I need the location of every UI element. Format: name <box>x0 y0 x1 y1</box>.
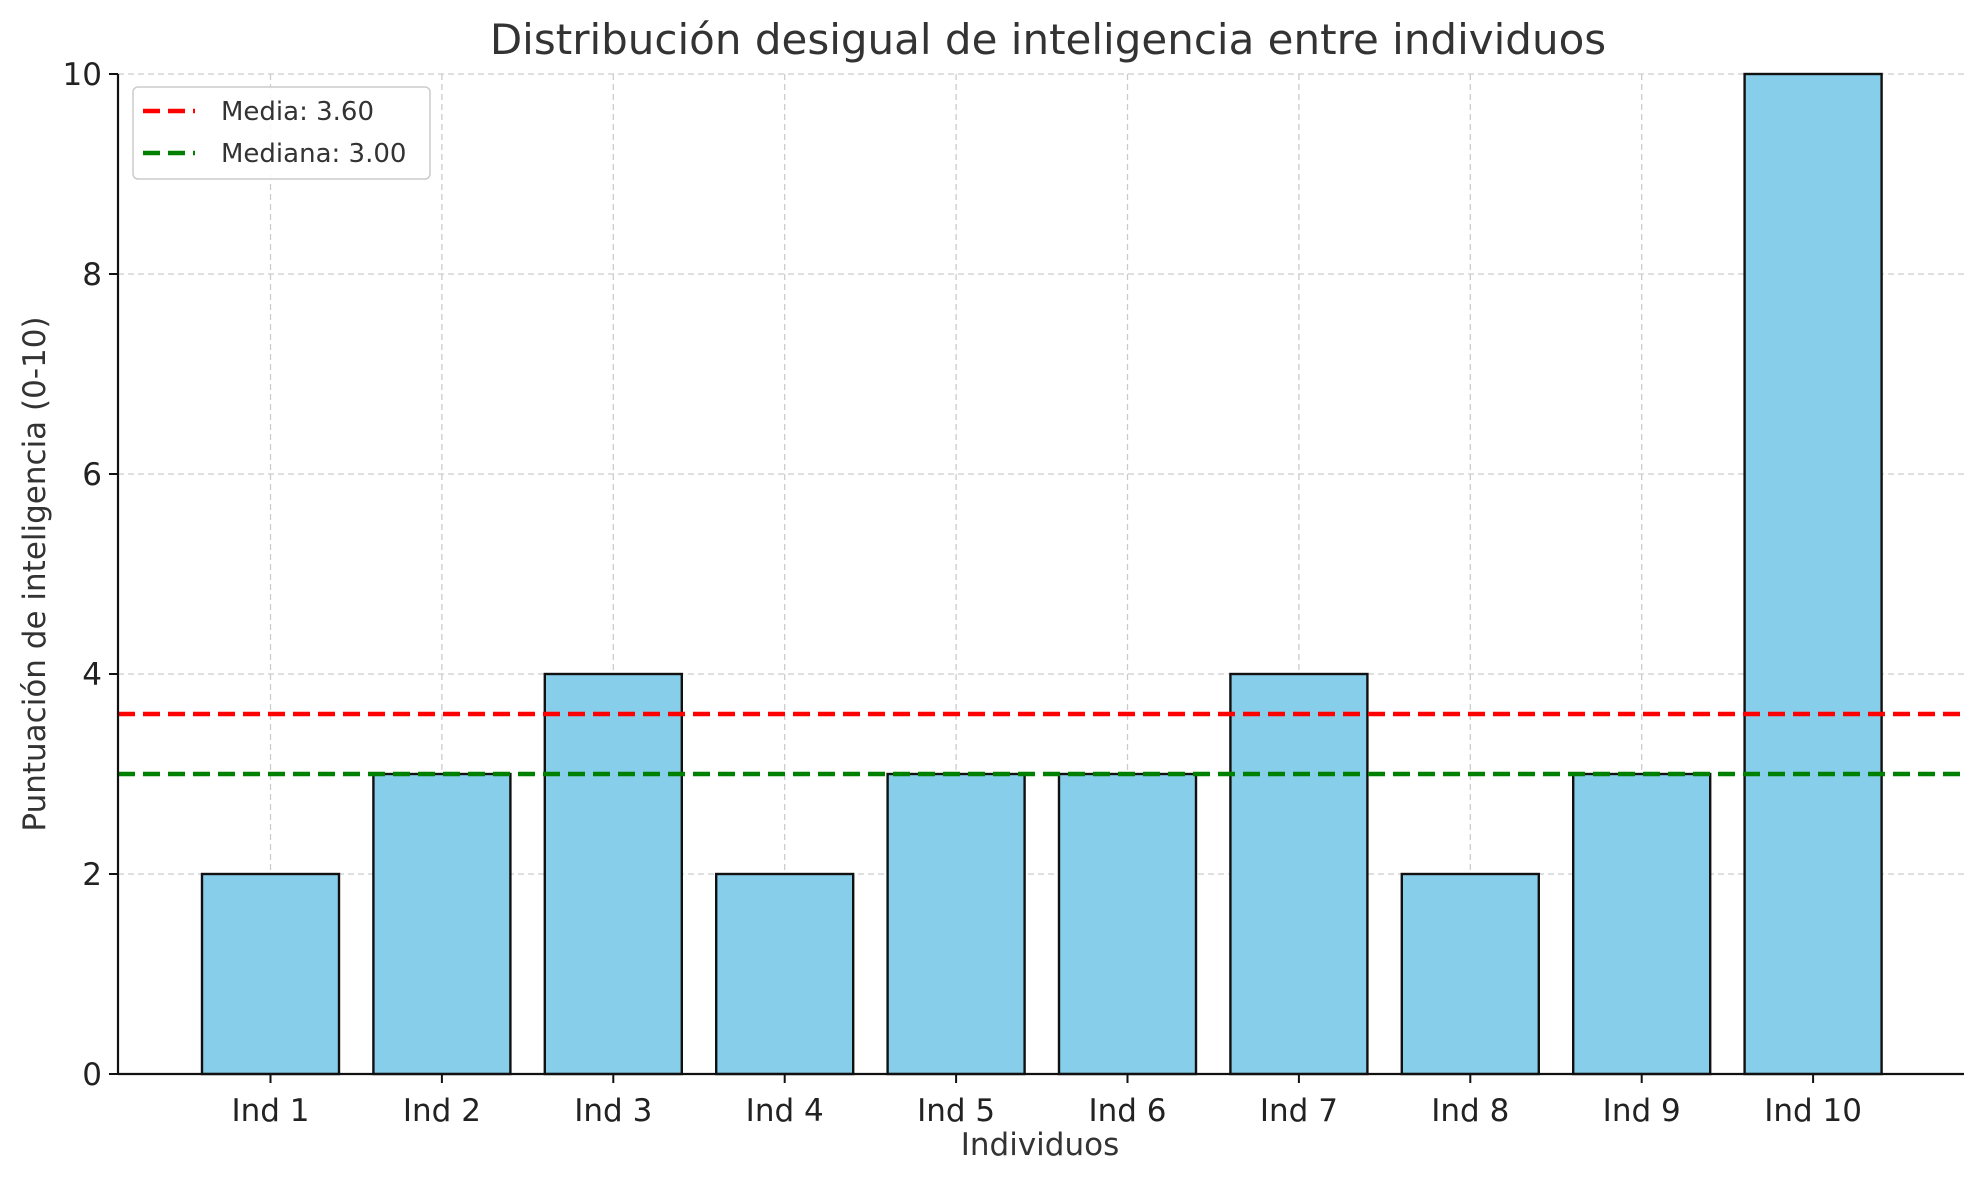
chart-title: Distribución desigual de inteligencia en… <box>490 15 1606 64</box>
legend-box <box>132 86 431 180</box>
x-tick-label: Ind 7 <box>1260 1093 1338 1129</box>
y-tick-label: 0 <box>82 1057 102 1093</box>
x-tick-label: Ind 9 <box>1603 1093 1681 1129</box>
bar-4 <box>715 872 855 1076</box>
x-tick-label: Ind 2 <box>403 1093 481 1129</box>
x-axis-label: Individuos <box>961 1127 1119 1163</box>
bar-2 <box>372 772 512 1076</box>
bars <box>200 72 1883 1076</box>
bar-3 <box>543 672 683 1076</box>
y-tick-label: 4 <box>82 657 102 693</box>
legend-label: Mediana: 3.00 <box>221 139 406 169</box>
bar-9 <box>1571 772 1712 1076</box>
axes <box>116 74 1964 1076</box>
x-tick-label: Ind 3 <box>574 1093 652 1129</box>
legend: Media: 3.60 Mediana: 3.00 <box>132 86 431 180</box>
tick-labels: 0 2 4 6 8 10 Ind 1 Ind 2 Ind 3 Ind 4 Ind 5 Ind 6 Ind… <box>63 57 1862 1129</box>
legend-label: Media: 3.60 <box>221 97 374 127</box>
x-tick-label: Ind 4 <box>746 1093 824 1129</box>
bar-6 <box>1057 772 1198 1076</box>
bar-5 <box>886 772 1026 1076</box>
x-tick-label: Ind 1 <box>231 1093 309 1129</box>
bar-1 <box>200 872 341 1076</box>
y-axis-label: Puntuación de inteligencia (0-10) <box>17 316 53 831</box>
reference-lines <box>118 711 1964 777</box>
x-tick-label: Ind 10 <box>1764 1093 1862 1129</box>
x-tick-label: Ind 8 <box>1431 1093 1509 1129</box>
y-tick-label: 8 <box>82 257 102 293</box>
bar-7 <box>1229 672 1369 1076</box>
y-tick-label: 6 <box>82 457 102 493</box>
y-tick-label: 2 <box>82 857 102 893</box>
x-tick-label: Ind 5 <box>917 1093 995 1129</box>
bar-10 <box>1743 72 1883 1076</box>
y-tick-label: 10 <box>63 57 102 93</box>
bar-8 <box>1400 872 1541 1076</box>
x-tick-label: Ind 6 <box>1088 1093 1166 1129</box>
